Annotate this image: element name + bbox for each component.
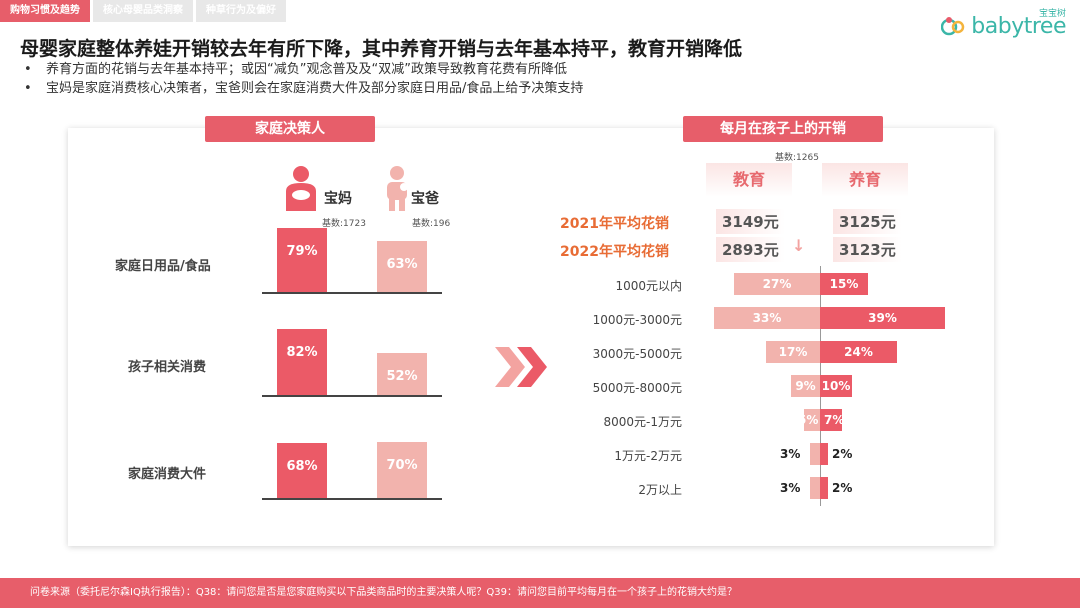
decision-bar: 52% <box>377 353 427 395</box>
range-label: 1万元-2万元 <box>614 449 682 463</box>
raising-bar <box>820 307 945 329</box>
range-label: 3000元-5000元 <box>592 347 682 361</box>
raising-value-label: 24% <box>844 345 873 359</box>
education-value-label: 3% <box>780 481 801 495</box>
logo-text: babytree <box>971 14 1066 39</box>
decision-maker-header: 家庭决策人 <box>205 116 375 142</box>
category-label: 孩子相关消费 <box>128 360 207 375</box>
raising-value-label: 10% <box>821 379 851 393</box>
tab-shopping-habits[interactable]: 购物习惯及趋势 <box>0 0 90 22</box>
edu-2021-value: 3149元 <box>716 209 785 234</box>
bullet-list: 养育方面的花销与去年基本持平；或因“减负”观念普及及“双减”政策导致教育花费有所… <box>24 60 583 98</box>
education-bar <box>734 273 820 295</box>
bullet-item: 养育方面的花销与去年基本持平；或因“减负”观念普及及“双减”政策导致教育花费有所… <box>24 60 583 79</box>
raise-2021-value: 3125元 <box>833 209 902 234</box>
raising-value-label: 39% <box>868 311 897 325</box>
logo-mark-icon <box>941 17 965 36</box>
raising-bar <box>820 443 828 465</box>
monthly-spend-header: 每月在孩子上的开销 <box>683 116 883 142</box>
footer-source: 问卷来源（委托尼尔森IQ执行报告）：Q38：请问您是否是您家庭购买以下品类商品时… <box>0 578 1080 608</box>
raising-bar <box>820 375 852 397</box>
raising-bar <box>820 341 897 363</box>
year-2022-label: 2022年平均花销 <box>560 244 669 260</box>
logo-sub: 宝宝树 <box>1038 9 1066 19</box>
education-bar <box>766 341 820 363</box>
bar-baseline <box>262 498 442 500</box>
range-label: 1000元-3000元 <box>592 313 682 327</box>
education-value-label: 27% <box>762 277 792 291</box>
range-label: 1000元以内 <box>615 279 682 293</box>
double-chevron-icon <box>495 347 547 387</box>
raising-value-label: 2% <box>832 447 853 461</box>
bar-baseline <box>262 395 442 397</box>
tab-core-category[interactable]: 核心母婴品类洞察 <box>93 0 193 22</box>
education-bar <box>791 375 820 397</box>
raising-bar <box>820 477 828 499</box>
education-bar <box>810 443 820 465</box>
babytree-logo: 宝宝树 babytree <box>941 6 1066 40</box>
raising-value-label: 15% <box>829 277 859 291</box>
education-value-label: 5% <box>798 413 819 427</box>
raising-value-label: 7% <box>824 413 845 427</box>
spend-base: 基数:1265 <box>775 153 819 163</box>
raising-value-label: 2% <box>832 481 853 495</box>
content-panel <box>68 128 994 546</box>
mom-icon <box>286 166 316 211</box>
dad-label: 宝爸 <box>411 191 439 207</box>
year-2021-label: 2021年平均花销 <box>560 216 669 232</box>
category-label: 家庭日用品/食品 <box>115 259 211 274</box>
education-bar <box>714 307 820 329</box>
tab-seeding-behavior[interactable]: 种草行为及偏好 <box>196 0 286 22</box>
dad-icon <box>387 166 408 211</box>
raising-bar <box>820 273 868 295</box>
decision-bar: 82% <box>277 329 327 395</box>
decision-bar: 70% <box>377 442 427 498</box>
decrease-arrow-icon: ↓ <box>792 236 806 255</box>
education-bar <box>810 477 820 499</box>
education-value-label: 9% <box>795 379 816 393</box>
education-value-label: 33% <box>752 311 782 325</box>
education-value-label: 3% <box>780 447 801 461</box>
raising-bar <box>820 409 842 431</box>
edu-2022-value: 2893元 <box>716 237 785 262</box>
raising-col-header: 养育 <box>822 163 908 197</box>
range-label: 5000元-8000元 <box>592 381 682 395</box>
mom-label: 宝妈 <box>324 191 352 207</box>
top-tabs: 购物习惯及趋势 核心母婴品类洞察 种草行为及偏好 <box>0 0 289 22</box>
range-label: 8000元-1万元 <box>603 415 682 429</box>
mom-base: 基数:1723 <box>322 219 366 229</box>
range-label: 2万以上 <box>638 483 682 497</box>
education-bar <box>804 409 820 431</box>
bar-baseline <box>262 292 442 294</box>
decision-bar: 63% <box>377 241 427 292</box>
bullet-item: 宝妈是家庭消费核心决策者，宝爸则会在家庭消费大件及部分家庭日用品/食品上给予决策… <box>24 79 583 98</box>
raise-2022-value: 3123元 <box>833 237 902 262</box>
page-title: 母婴家庭整体养娃开销较去年有所下降，其中养育开销与去年基本持平，教育开销降低 <box>20 38 743 60</box>
education-value-label: 17% <box>778 345 808 359</box>
category-label: 家庭消费大件 <box>128 467 207 482</box>
decision-bar: 68% <box>277 443 327 498</box>
dad-base: 基数:196 <box>412 219 451 229</box>
education-col-header: 教育 <box>706 163 792 197</box>
decision-bar: 79% <box>277 228 327 292</box>
